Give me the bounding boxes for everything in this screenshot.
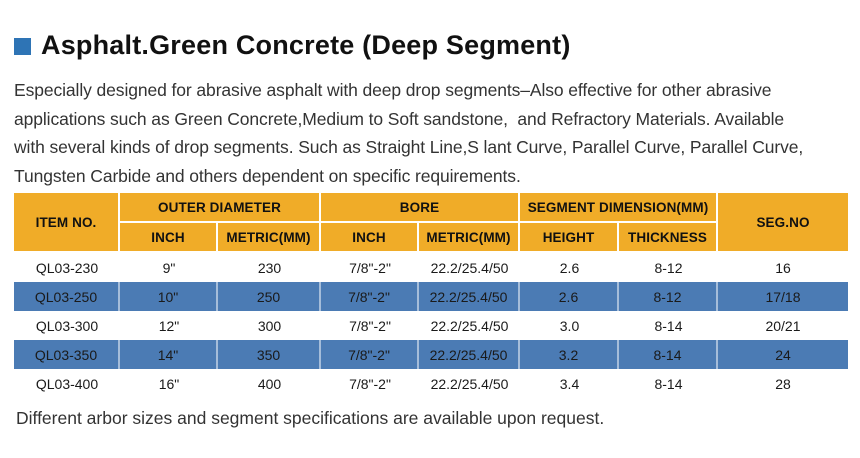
cell-bore-metric: 22.2/25.4/50 bbox=[419, 311, 520, 340]
cell-thickness: 8-14 bbox=[619, 369, 718, 398]
cell-thickness: 8-14 bbox=[619, 340, 718, 369]
cell-od-metric: 230 bbox=[218, 253, 321, 282]
col-header-od-metric: METRIC(MM) bbox=[218, 223, 321, 253]
table-row: QL03-250 10" 250 7/8"-2" 22.2/25.4/50 2.… bbox=[14, 282, 848, 311]
bullet-square-icon bbox=[14, 38, 31, 55]
col-header-item-no: ITEM NO. bbox=[14, 193, 120, 253]
col-header-height: HEIGHT bbox=[520, 223, 619, 253]
cell-bore-inch: 7/8"-2" bbox=[321, 311, 419, 340]
note-text: Different arbor sizes and segment specif… bbox=[16, 408, 605, 428]
cell-od-inch: 9" bbox=[120, 253, 218, 282]
table-row: QL03-230 9" 230 7/8"-2" 22.2/25.4/50 2.6… bbox=[14, 253, 848, 282]
cell-od-metric: 250 bbox=[218, 282, 321, 311]
cell-bore-inch: 7/8"-2" bbox=[321, 340, 419, 369]
cell-od-metric: 400 bbox=[218, 369, 321, 398]
cell-item-no: QL03-230 bbox=[14, 253, 120, 282]
cell-bore-inch: 7/8"-2" bbox=[321, 282, 419, 311]
description-line: Tungsten Carbide and others dependent on… bbox=[14, 165, 521, 186]
spec-table-body: QL03-230 9" 230 7/8"-2" 22.2/25.4/50 2.6… bbox=[14, 253, 848, 398]
cell-bore-metric: 22.2/25.4/50 bbox=[419, 340, 520, 369]
col-group-outer-diameter: OUTER DIAMETER bbox=[120, 193, 321, 223]
cell-od-inch: 16" bbox=[120, 369, 218, 398]
cell-bore-metric: 22.2/25.4/50 bbox=[419, 282, 520, 311]
col-header-seg-no: SEG.NO bbox=[718, 193, 848, 253]
description-line: with several kinds of drop segments. Suc… bbox=[14, 137, 804, 157]
table-row: QL03-400 16" 400 7/8"-2" 22.2/25.4/50 3.… bbox=[14, 369, 848, 398]
cell-height: 3.0 bbox=[520, 311, 619, 340]
col-header-thickness: THICKNESS bbox=[619, 223, 718, 253]
cell-od-metric: 300 bbox=[218, 311, 321, 340]
cell-bore-metric: 22.2/25.4/50 bbox=[419, 369, 520, 398]
cell-item-no: QL03-400 bbox=[14, 369, 120, 398]
cell-seg-no: 16 bbox=[718, 253, 848, 282]
cell-od-metric: 350 bbox=[218, 340, 321, 369]
col-header-od-inch: INCH bbox=[120, 223, 218, 253]
spec-table: ITEM NO. OUTER DIAMETER BORE SEGMENT DIM… bbox=[14, 193, 848, 398]
table-row: QL03-350 14" 350 7/8"-2" 22.2/25.4/50 3.… bbox=[14, 340, 848, 369]
cell-item-no: QL03-250 bbox=[14, 282, 120, 311]
cell-thickness: 8-12 bbox=[619, 282, 718, 311]
cell-seg-no: 24 bbox=[718, 340, 848, 369]
cell-height: 3.4 bbox=[520, 369, 619, 398]
cell-seg-no: 17/18 bbox=[718, 282, 848, 311]
cell-height: 2.6 bbox=[520, 282, 619, 311]
title-row: Asphalt.Green Concrete (Deep Segment) bbox=[14, 30, 846, 61]
table-row: QL03-300 12" 300 7/8"-2" 22.2/25.4/50 3.… bbox=[14, 311, 848, 340]
cell-height: 3.2 bbox=[520, 340, 619, 369]
cell-item-no: QL03-350 bbox=[14, 340, 120, 369]
description-line: applications such as Green Concrete,Medi… bbox=[14, 108, 785, 129]
cell-bore-metric: 22.2/25.4/50 bbox=[419, 253, 520, 282]
cell-od-inch: 10" bbox=[120, 282, 218, 311]
cell-seg-no: 28 bbox=[718, 369, 848, 398]
cell-od-inch: 14" bbox=[120, 340, 218, 369]
cell-bore-inch: 7/8"-2" bbox=[321, 369, 419, 398]
cell-thickness: 8-14 bbox=[619, 311, 718, 340]
description-line: Especially designed for abrasive asphalt… bbox=[14, 80, 772, 100]
cell-height: 2.6 bbox=[520, 253, 619, 282]
col-group-segment-dimension: SEGMENT DIMENSION(MM) bbox=[520, 193, 718, 223]
col-header-bore-metric: METRIC(MM) bbox=[419, 223, 520, 253]
col-header-bore-inch: INCH bbox=[321, 223, 419, 253]
cell-seg-no: 20/21 bbox=[718, 311, 848, 340]
cell-thickness: 8-12 bbox=[619, 253, 718, 282]
cell-bore-inch: 7/8"-2" bbox=[321, 253, 419, 282]
page-title: Asphalt.Green Concrete (Deep Segment) bbox=[41, 30, 571, 60]
spec-table-header: ITEM NO. OUTER DIAMETER BORE SEGMENT DIM… bbox=[14, 193, 848, 253]
description: Especially designed for abrasive asphalt… bbox=[14, 76, 846, 190]
cell-item-no: QL03-300 bbox=[14, 311, 120, 340]
col-group-bore: BORE bbox=[321, 193, 520, 223]
cell-od-inch: 12" bbox=[120, 311, 218, 340]
